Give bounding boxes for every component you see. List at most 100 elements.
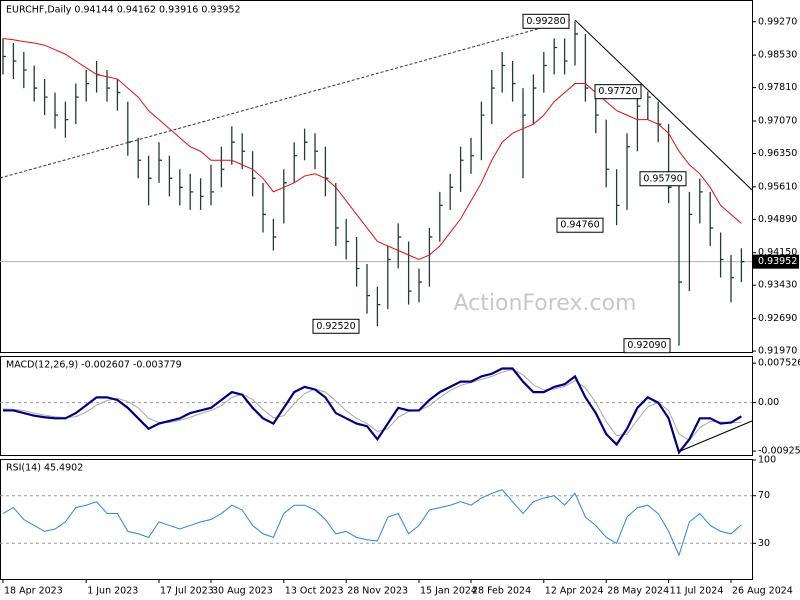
ohlc-bar bbox=[220, 146, 225, 188]
y-tick-label: 0.92690 bbox=[758, 313, 797, 324]
ohlc-bar bbox=[740, 248, 745, 283]
ohlc-bar bbox=[158, 142, 162, 183]
ohlc-bar bbox=[12, 42, 17, 80]
annotation-box bbox=[556, 217, 604, 233]
ohlc-bar bbox=[719, 232, 724, 278]
last-price-label: 0.93952 bbox=[758, 256, 797, 267]
ohlc-bar bbox=[85, 70, 90, 102]
trend-line bbox=[677, 420, 753, 453]
ohlc-bar bbox=[168, 155, 173, 197]
rsi-line bbox=[2, 489, 742, 557]
y-tick-label: 100 bbox=[758, 455, 776, 466]
signal-line bbox=[2, 369, 742, 441]
ohlc-bar bbox=[605, 119, 610, 188]
ohlc-bar bbox=[23, 51, 27, 89]
ohlc-bar bbox=[43, 79, 48, 116]
ohlc-bar bbox=[449, 173, 454, 210]
ohlc-bar bbox=[241, 133, 246, 170]
annotation-label: 0.97720 bbox=[598, 86, 637, 97]
y-tick-label: 0.007526 bbox=[758, 358, 800, 369]
ohlc-bar bbox=[595, 92, 599, 134]
ohlc-bar bbox=[231, 126, 235, 165]
x-tick-label: 26 Aug 2024 bbox=[732, 586, 793, 597]
annotation-label: 0.92090 bbox=[627, 340, 666, 351]
ohlc-bar bbox=[418, 268, 422, 303]
ohlc-bar bbox=[501, 51, 506, 93]
rsi-title: RSI(14) 45.4902 bbox=[6, 463, 83, 474]
x-tick-label: 15 Jan 2024 bbox=[420, 586, 477, 597]
ohlc-bar bbox=[199, 178, 204, 210]
ohlc-bar bbox=[210, 164, 214, 206]
y-tick-label: -0.009252 bbox=[758, 446, 800, 457]
annotation-label: 0.95790 bbox=[643, 173, 682, 184]
ohlc-bar bbox=[376, 286, 381, 327]
x-tick-label: 28 Feb 2024 bbox=[472, 586, 531, 597]
ohlc-bar bbox=[532, 74, 537, 125]
ohlc-bar bbox=[480, 101, 485, 161]
ohlc-bar bbox=[574, 21, 578, 66]
x-tick-label: 17 Jul 2023 bbox=[160, 586, 214, 597]
x-tick-label: 18 Apr 2023 bbox=[4, 586, 63, 597]
ohlc-bar bbox=[636, 97, 641, 152]
ohlc-bar bbox=[730, 255, 734, 303]
x-tick-label: 12 Apr 2024 bbox=[545, 586, 604, 597]
ohlc-bar bbox=[179, 169, 183, 206]
trend-line bbox=[0, 19, 571, 179]
ohlc-bar bbox=[106, 70, 110, 102]
ohlc-bar bbox=[293, 142, 298, 183]
ohlc-bar bbox=[251, 151, 256, 197]
ohlc-bar bbox=[355, 236, 360, 287]
last-price-box bbox=[753, 254, 799, 269]
ohlc-bar bbox=[283, 169, 287, 224]
ohlc-bar bbox=[615, 169, 620, 226]
chart-title: EURCHF,Daily 0.94144 0.94162 0.93916 0.9… bbox=[6, 5, 241, 16]
ohlc-bar bbox=[189, 173, 194, 210]
y-tick-label: 0.94150 bbox=[758, 247, 797, 258]
ohlc-bar bbox=[314, 133, 318, 170]
ohlc-bar bbox=[584, 33, 589, 102]
ohlc-bar bbox=[699, 178, 703, 224]
ohlc-bar bbox=[54, 92, 58, 129]
annotation-box bbox=[312, 318, 360, 334]
y-tick-label: 0.99270 bbox=[758, 16, 797, 27]
x-tick-label: 11 Jul 2024 bbox=[670, 586, 724, 597]
ohlc-bar bbox=[345, 218, 350, 260]
y-tick-label: 0.93430 bbox=[758, 280, 797, 291]
annotation-label: 0.92520 bbox=[316, 321, 355, 332]
annotation-label: 0.94760 bbox=[560, 220, 599, 231]
y-tick-label: 0.98530 bbox=[758, 50, 797, 61]
annotation-box bbox=[594, 84, 642, 100]
ohlc-bar bbox=[647, 91, 651, 120]
ohlc-bar bbox=[407, 241, 412, 305]
y-tick-label: 0.91970 bbox=[758, 346, 797, 357]
y-tick-label: 0.00 bbox=[758, 397, 779, 408]
ohlc-bar bbox=[137, 137, 142, 179]
ohlc-bar bbox=[459, 146, 464, 192]
ohlc-bar bbox=[75, 83, 79, 125]
ohlc-bar bbox=[667, 124, 672, 204]
y-tick-label: 0.97070 bbox=[758, 116, 797, 127]
ohlc-bar bbox=[387, 245, 391, 310]
y-tick-label: 0.95610 bbox=[758, 181, 797, 192]
moving-average bbox=[2, 37, 742, 261]
y-tick-label: 30 bbox=[758, 538, 770, 549]
ohlc-bar bbox=[33, 65, 38, 102]
ohlc-bar bbox=[335, 182, 339, 246]
ohlc-bar bbox=[688, 191, 693, 292]
macd-title: MACD(12,26,9) -0.002607 -0.003779 bbox=[6, 360, 182, 371]
ohlc-bar bbox=[678, 182, 682, 346]
annotation-box bbox=[639, 171, 687, 187]
x-tick-label: 28 May 2024 bbox=[607, 586, 669, 597]
ohlc-bar bbox=[262, 182, 266, 233]
y-tick-label: 70 bbox=[758, 490, 770, 501]
annotation-label: 0.99280 bbox=[526, 16, 565, 27]
y-tick-label: 0.94890 bbox=[758, 214, 797, 225]
watermark: ActionForex.com bbox=[454, 291, 637, 316]
ohlc-bar bbox=[127, 101, 131, 156]
trend-line bbox=[574, 19, 753, 191]
ohlc-bar bbox=[272, 218, 277, 251]
rsi-panel bbox=[0, 459, 753, 580]
ohlc-bar bbox=[553, 38, 558, 75]
